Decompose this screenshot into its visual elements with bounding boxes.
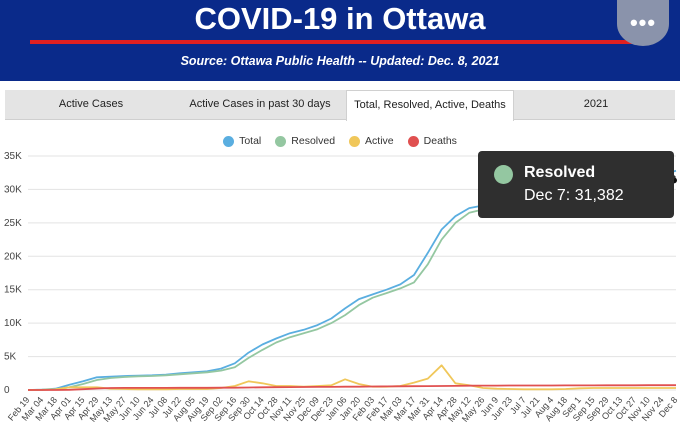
tab-bar: Active Cases Active Cases in past 30 day… (5, 90, 675, 121)
legend-swatch-resolved (275, 135, 287, 147)
more-options-button[interactable]: ••• (617, 0, 669, 46)
y-tick-label: 25K (4, 218, 22, 229)
legend-item-active[interactable]: Active (349, 133, 394, 149)
legend-label-deaths: Deaths (423, 135, 457, 147)
tooltip-series-dot (494, 165, 513, 184)
legend-item-deaths[interactable]: Deaths (407, 133, 457, 149)
series-line-deaths (28, 384, 676, 391)
chart-legend: Total Resolved Active Deaths (0, 133, 680, 149)
y-tick-label: 5K (4, 352, 17, 363)
y-tick-label: 30K (4, 184, 22, 195)
legend-swatch-deaths (407, 135, 419, 147)
y-tick-label: 35K (4, 151, 22, 162)
y-tick-label: 15K (4, 285, 22, 296)
y-tick-label: 10K (4, 318, 22, 329)
chart-tooltip: Resolved Dec 7: 31,382 (478, 151, 674, 218)
legend-item-resolved[interactable]: Resolved (275, 133, 335, 149)
more-horizontal-icon: ••• (629, 10, 657, 35)
legend-label-active: Active (365, 135, 394, 147)
legend-label-total: Total (239, 135, 262, 147)
tooltip-value: Dec 7: 31,382 (524, 187, 624, 204)
tooltip-series-name: Resolved (524, 164, 596, 181)
tab-2021[interactable]: 2021 (583, 98, 609, 110)
legend-swatch-total (223, 135, 235, 147)
y-tick-label: 0 (4, 385, 10, 396)
title-underline (30, 40, 650, 44)
legend-swatch-active (349, 135, 361, 147)
page-title: COVID-19 in Ottawa (194, 1, 486, 36)
y-tick-label: 20K (4, 251, 22, 262)
legend-label-resolved: Resolved (291, 135, 336, 147)
page-header: COVID-19 in Ottawa Source: Ottawa Public… (0, 0, 680, 81)
tab-active-cases-past-30-days[interactable]: Active Cases in past 30 days (189, 98, 331, 110)
tab-total-resolved-active-deaths[interactable]: Total, Resolved, Active, Deaths (346, 90, 514, 121)
legend-item-total[interactable]: Total (223, 133, 261, 149)
series-line-active (27, 364, 676, 391)
tab-active-cases[interactable]: Active Cases (58, 98, 124, 110)
source-subtitle: Source: Ottawa Public Health -- Updated:… (180, 54, 500, 68)
